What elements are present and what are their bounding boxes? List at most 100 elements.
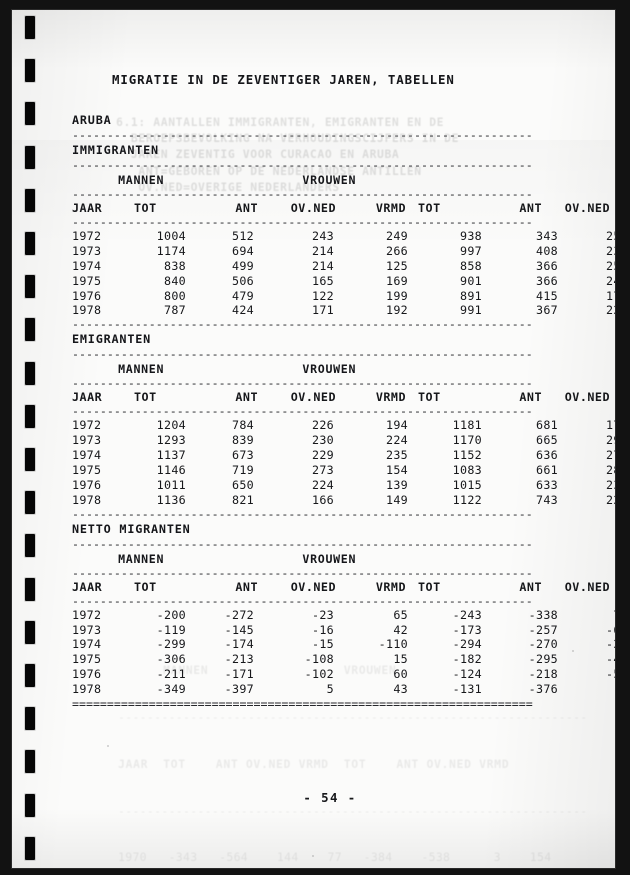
- table-cell-m_ant: -397: [224, 682, 254, 697]
- table-cell-year: 1976: [72, 288, 102, 303]
- table-cell-m_tot: 787: [163, 303, 186, 318]
- table-row: 197312938392302241170665299218: [72, 433, 615, 448]
- table-cell-v_ovned: 175: [605, 288, 615, 303]
- table-cell-v_tot: 901: [459, 273, 482, 288]
- table-cell-v_ant: 367: [535, 303, 558, 318]
- punch-hole: [25, 318, 35, 342]
- table-cell-m_ovned: 226: [311, 418, 334, 433]
- table-cell-m_vrmd: 194: [385, 418, 408, 433]
- column-header: VRMD: [375, 201, 406, 215]
- page-title: MIGRATIE IN DE ZEVENTIGER JAREN, TABELLE…: [112, 72, 455, 87]
- table-cell-m_ovned: 214: [311, 243, 334, 258]
- table-row: 1974838499214125858366251241: [72, 259, 615, 274]
- punch-hole: [25, 16, 35, 39]
- table-cell-m_ovned: -15: [311, 637, 334, 652]
- table-cell-v_tot: 891: [459, 288, 482, 303]
- table-cell-m_tot: 800: [163, 288, 186, 303]
- table-cell-v_ant: -270: [528, 637, 558, 652]
- table-cell-year: 1973: [72, 433, 102, 448]
- table-cell-m_ant: 784: [231, 418, 254, 433]
- table-row: 197811368211661491122743222157: [72, 493, 615, 508]
- table-cell-m_ant: 479: [231, 288, 254, 303]
- table-cell-year: 1976: [72, 667, 102, 682]
- bleed-through-row: 1970 -343 -564 144 77 -384 -538 3 154: [118, 850, 552, 865]
- table-cell-m_vrmd: 169: [385, 273, 408, 288]
- bleed-through-column-headers: JAAR TOT ANT OV.NED VRMD TOT ANT OV.NED …: [118, 756, 510, 771]
- page-content: MIGRATIE IN DE ZEVENTIGER JAREN, TABELLE…: [60, 10, 615, 868]
- table-cell-v_ant: 415: [535, 288, 558, 303]
- table-cell-v_ovned: 234: [605, 477, 615, 492]
- table-cell-v_ovned: 222: [605, 492, 615, 507]
- table-cell-m_tot: 1204: [156, 418, 186, 433]
- table-cell-m_vrmd: 43: [393, 682, 408, 697]
- table-cell-v_ovned: 276: [605, 448, 615, 463]
- bleed-through-rule: ----------------------------------------…: [118, 803, 588, 818]
- punch-hole: [25, 275, 35, 299]
- table-cell-year: 1978: [72, 303, 102, 318]
- page-number: - 54 -: [303, 790, 357, 805]
- table-cell-m_vrmd: 15: [393, 652, 408, 667]
- table-cell-m_vrmd: 199: [385, 288, 408, 303]
- table-cell-v_tot: 1122: [452, 492, 482, 507]
- punch-hole: [25, 707, 35, 731]
- punch-hole: [25, 145, 35, 169]
- column-header: JAAR: [72, 579, 103, 594]
- group-headers: MANNEN VROUWEN: [72, 362, 357, 377]
- table-cell-m_tot: 838: [163, 258, 186, 273]
- table-cell-v_ant: 408: [535, 243, 558, 258]
- data-table-body: 1972-200-272-2365-243-338751201973-119-1…: [72, 608, 615, 697]
- column-header: ANT: [235, 201, 258, 215]
- column-header: TOT: [418, 579, 441, 594]
- punch-hole: [25, 534, 35, 558]
- table-cell-v_ant: -218: [528, 667, 558, 682]
- table-cell-m_ovned: 243: [311, 228, 334, 243]
- table-cell-year: 1972: [72, 607, 102, 622]
- column-header: TOT: [134, 579, 157, 594]
- column-header: ANT: [519, 201, 542, 215]
- table-cell-v_ant: -338: [528, 607, 558, 622]
- table-cell-v_ovned: 242: [605, 273, 615, 288]
- punch-hole: [25, 59, 35, 83]
- table-cell-v_ovned: 7: [566, 682, 615, 697]
- table-row: 1978787424171192991367229395: [72, 303, 615, 318]
- punch-hole: [25, 793, 35, 817]
- rule-double: ========================================…: [72, 700, 533, 709]
- table-cell-v_tot: 1083: [452, 462, 482, 477]
- table-cell-m_tot: 1146: [156, 462, 186, 477]
- table-cell-m_tot: 1137: [156, 448, 186, 463]
- bleed-through-row: 1971 276 95 89 162 175 -154 117 212: [118, 866, 588, 868]
- rule-dashed: ----------------------------------------…: [72, 131, 533, 139]
- column-header: OV.NED: [564, 579, 610, 594]
- data-table-body: 1972100451224324993834325034519731174694…: [72, 229, 615, 318]
- rule-dashed: ----------------------------------------…: [72, 539, 533, 548]
- column-header: JAAR: [72, 390, 103, 405]
- table-cell-v_tot: 938: [459, 228, 482, 243]
- punch-hole: [25, 188, 35, 212]
- table-cell-v_ovned: 229: [605, 303, 615, 318]
- table-cell-v_ant: 343: [535, 228, 558, 243]
- column-header: TOT: [134, 201, 157, 215]
- column-header: TOT: [418, 390, 441, 405]
- rule-dashed: ----------------------------------------…: [72, 161, 533, 169]
- table-cell-v_ovned: 299: [605, 433, 615, 448]
- punch-hole: [25, 577, 35, 601]
- table-cell-m_tot: 1293: [156, 433, 186, 448]
- column-header: JAAR: [72, 201, 103, 215]
- table-section-netto-migranten: NETTO MIGRANTEN -------------------------…: [72, 521, 615, 709]
- sections-host: IMMIGRANTEN -----------------------------…: [72, 142, 615, 709]
- table-row: 1975840506165169901366242283: [72, 274, 615, 289]
- rule-dashed: ----------------------------------------…: [72, 568, 533, 577]
- table-cell-m_vrmd: 42: [393, 622, 408, 637]
- rule-dashed: ----------------------------------------…: [72, 407, 533, 416]
- region-label: ARUBA: [72, 113, 112, 127]
- table-cell-v_ovned: 175: [605, 418, 615, 433]
- table-cell-m_ovned: -23: [311, 607, 334, 622]
- table-cell-year: 1972: [72, 228, 102, 243]
- table-cell-m_ovned: 166: [311, 492, 334, 507]
- table-row: 197511467192731541083661288234: [72, 463, 615, 478]
- table-cell-m_ant: 839: [231, 433, 254, 448]
- table-cell-v_ant: -295: [528, 652, 558, 667]
